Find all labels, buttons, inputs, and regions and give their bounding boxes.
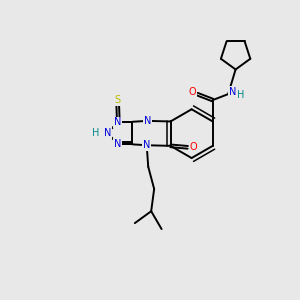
Text: O: O [188,87,196,97]
Text: N: N [144,116,151,126]
Text: N: N [229,87,236,97]
Text: H: H [237,90,244,100]
Text: N: N [103,128,111,138]
Text: N: N [114,117,122,128]
Text: H: H [92,128,100,138]
Text: N: N [114,139,122,149]
Text: O: O [189,142,197,152]
Text: S: S [115,95,121,105]
Text: N: N [143,140,150,150]
